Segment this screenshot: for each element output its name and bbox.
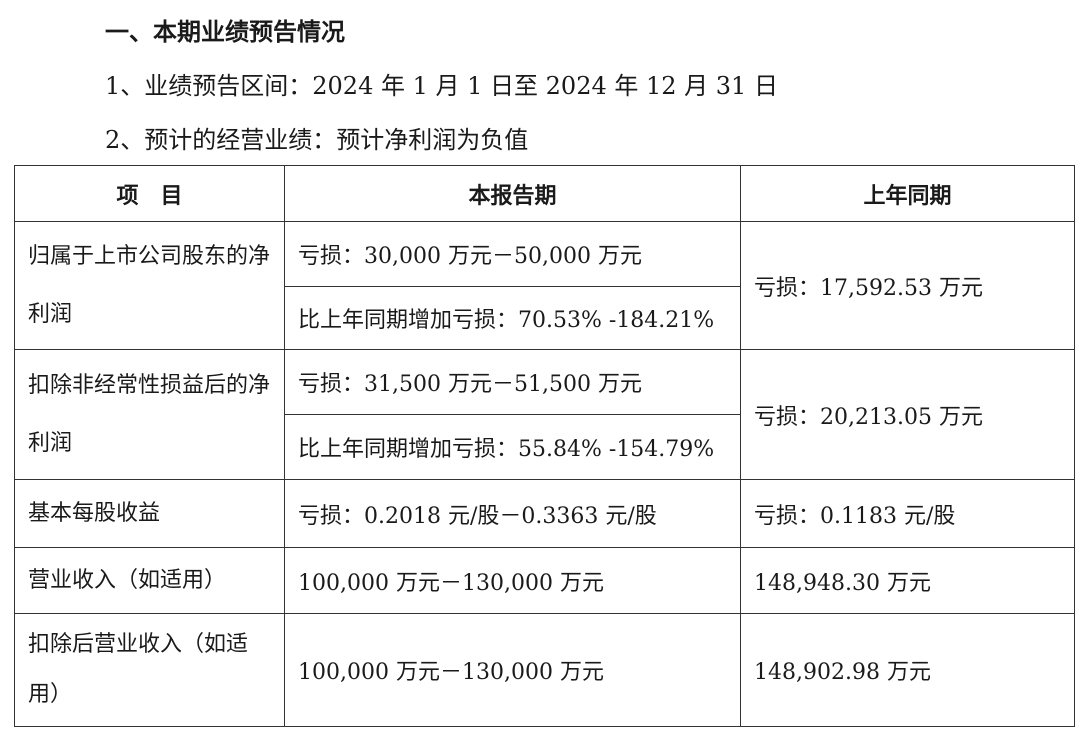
row-prior: 亏损：17,592.53 万元 (740, 221, 1075, 350)
table-row: 基本每股收益 亏损：0.2018 元/股－0.3363 元/股 亏损：0.118… (14, 479, 1075, 548)
row-current: 亏损：0.2018 元/股－0.3363 元/股 (284, 479, 741, 548)
row-prior: 148,902.98 万元 (740, 613, 1075, 727)
row-item: 基本每股收益 (14, 479, 285, 548)
row-item: 扣除非经常性损益后的净利润 (14, 349, 285, 480)
row-prior: 148,948.30 万元 (740, 547, 1075, 614)
table-header-row: 项 目 本报告期 上年同期 (14, 165, 1075, 222)
row-current: 亏损：30,000 万元－50,000 万元 (284, 221, 741, 287)
forecast-period: 1、业绩预告区间：2024 年 1 月 1 日至 2024 年 12 月 31 … (105, 72, 778, 100)
table-row: 营业收入（如适用） 100,000 万元－130,000 万元 148,948.… (14, 547, 1075, 614)
row-item: 扣除后营业收入（如适用） (14, 613, 285, 727)
header-current-period: 本报告期 (284, 165, 741, 222)
row-prior: 亏损：0.1183 元/股 (740, 479, 1075, 548)
table-row: 归属于上市公司股东的净利润 亏损：30,000 万元－50,000 万元 亏损：… (14, 221, 1075, 350)
header-prior-period: 上年同期 (740, 165, 1075, 222)
table-row: 扣除后营业收入（如适用） 100,000 万元－130,000 万元 148,9… (14, 613, 1075, 727)
row-item: 营业收入（如适用） (14, 547, 285, 614)
row-current: 100,000 万元－130,000 万元 (284, 547, 741, 614)
table-row: 比上年同期增加亏损：70.53% -184.21% (15, 286, 1075, 350)
forecast-result: 2、预计的经营业绩：预计净利润为负值 (105, 126, 529, 154)
section-title: 一、本期业绩预告情况 (105, 17, 345, 46)
row-item: 归属于上市公司股东的净利润 (14, 221, 285, 350)
forecast-table: 项 目 本报告期 上年同期 归属于上市公司股东的净利润 亏损：30,000 万元… (14, 165, 1075, 727)
table-row: 扣除非经常性损益后的净利润 亏损：31,500 万元－51,500 万元 亏损：… (14, 349, 1075, 480)
header-item: 项 目 (14, 165, 285, 222)
row-prior: 亏损：20,213.05 万元 (740, 349, 1075, 480)
row-current-change: 比上年同期增加亏损：70.53% -184.21% (284, 286, 741, 350)
row-current: 100,000 万元－130,000 万元 (284, 613, 741, 727)
row-current-change: 比上年同期增加亏损：55.84% -154.79% (284, 414, 741, 480)
row-current: 亏损：31,500 万元－51,500 万元 (284, 349, 741, 415)
table-row: 比上年同期增加亏损：55.84% -154.79% (15, 414, 1075, 480)
